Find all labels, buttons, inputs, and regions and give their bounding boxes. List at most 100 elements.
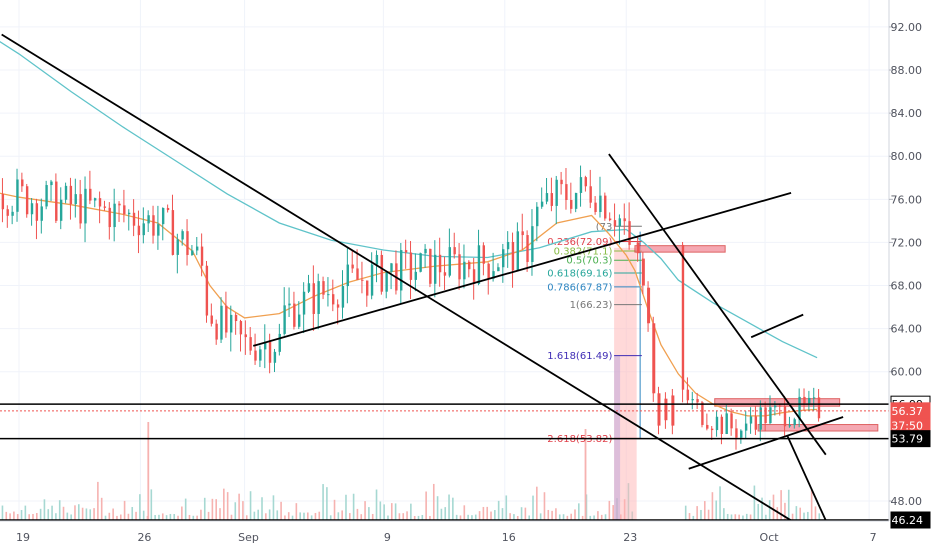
- candle-body: [516, 231, 519, 271]
- volume-bar: [284, 515, 286, 521]
- candle-body: [118, 203, 121, 206]
- volume-bar: [799, 507, 802, 521]
- candle-body: [613, 220, 617, 227]
- candle-body: [11, 211, 14, 216]
- candle-body: [225, 305, 228, 333]
- candle-body: [526, 235, 529, 262]
- fib-label: (73: [596, 222, 613, 233]
- volume-bar: [604, 514, 607, 521]
- candle-body: [531, 226, 534, 262]
- volume-bar: [692, 515, 695, 521]
- candle-body: [278, 333, 281, 352]
- candle-body: [749, 416, 753, 424]
- volume-bar: [280, 501, 282, 521]
- price-axis[interactable]: 92.00 88.00 84.00 80.00 76.00 72.00 68.00 64.00…: [888, 0, 932, 550]
- price-tick-label: 76.00: [891, 193, 923, 206]
- volume-bar: [345, 494, 347, 521]
- price-tick-label: 84.00: [891, 107, 923, 120]
- volume-bar: [211, 498, 214, 521]
- candle-body: [195, 246, 199, 251]
- volume-bar: [787, 489, 790, 521]
- candle-body: [191, 250, 194, 255]
- volume-bar: [123, 500, 126, 521]
- volume-bar: [795, 506, 798, 521]
- time-axis[interactable]: 1926Sep91623Oct71421: [0, 520, 932, 550]
- time-tick-label: 19: [16, 531, 30, 544]
- volume-bar: [127, 513, 130, 521]
- candle-body: [254, 350, 257, 361]
- candle-body: [458, 254, 461, 280]
- trendline: [608, 153, 827, 456]
- volume-bar: [436, 496, 439, 521]
- volume-bar: [13, 511, 15, 521]
- candle-body: [487, 263, 490, 279]
- time-tick-label: 7: [870, 531, 877, 544]
- candle-body: [297, 314, 301, 327]
- volume-bar: [417, 515, 420, 521]
- volume-bar: [58, 500, 61, 521]
- volume-bar: [242, 501, 244, 521]
- volume-bar: [299, 512, 301, 521]
- volume-bar: [707, 509, 710, 521]
- volume-bar: [757, 503, 760, 521]
- volume-bar: [150, 489, 153, 521]
- candle-body: [249, 337, 252, 351]
- volume-bar: [66, 512, 69, 521]
- fib-label: 0.786(67.87): [547, 282, 612, 293]
- candle-body: [599, 195, 602, 212]
- volume-bar: [452, 497, 454, 521]
- volume-bar: [715, 500, 718, 521]
- candle-body: [108, 207, 111, 228]
- volume-bar: [375, 489, 378, 521]
- candle-body: [69, 185, 73, 205]
- price-tick-label: 92.00: [891, 21, 923, 34]
- volume-bar: [761, 497, 763, 521]
- volume-bar: [257, 509, 259, 521]
- volume-bar: [329, 515, 332, 521]
- volume-bar: [238, 493, 240, 521]
- candle-body: [550, 193, 554, 206]
- volume-bar: [509, 513, 511, 521]
- candle-body: [636, 242, 640, 254]
- volume-bar: [772, 494, 775, 521]
- candle-body: [157, 224, 160, 236]
- volume-bar: [432, 483, 435, 521]
- volume-bar: [1, 505, 4, 521]
- candle-body: [346, 264, 349, 287]
- candle-body: [477, 245, 481, 284]
- candle-body: [482, 245, 485, 264]
- candle-body: [273, 351, 277, 363]
- candle-body: [778, 405, 782, 407]
- candle-body: [652, 323, 656, 394]
- resistance-zone: [714, 398, 841, 407]
- volume-bar: [70, 514, 72, 521]
- volume-bar: [684, 505, 687, 521]
- candle-body: [443, 272, 447, 276]
- volume-bar: [555, 508, 557, 521]
- volume-bar: [20, 509, 23, 521]
- volume-bar: [245, 515, 248, 521]
- candle-body: [691, 399, 694, 401]
- candle-body: [215, 323, 218, 340]
- volume-bar: [421, 514, 424, 521]
- price-label-text: 53.79: [892, 433, 924, 446]
- candle-body: [400, 250, 403, 291]
- candle-body: [229, 314, 233, 333]
- volume-bar: [803, 512, 805, 521]
- candle-body: [380, 254, 383, 292]
- volume-bar: [696, 506, 698, 521]
- candle-body: [293, 303, 296, 327]
- volume-bar: [497, 500, 500, 521]
- candle-body: [370, 264, 374, 296]
- volume-bar: [371, 513, 374, 521]
- volume-bar: [348, 513, 351, 521]
- candle-body: [59, 199, 63, 221]
- volume-bar: [814, 506, 817, 521]
- fib-label: 0.5(70.3): [566, 256, 612, 267]
- volume-bar: [463, 505, 466, 521]
- volume-bar: [547, 509, 550, 521]
- candle-body: [817, 397, 821, 419]
- volume-bar: [765, 514, 767, 521]
- candle-body: [754, 416, 758, 430]
